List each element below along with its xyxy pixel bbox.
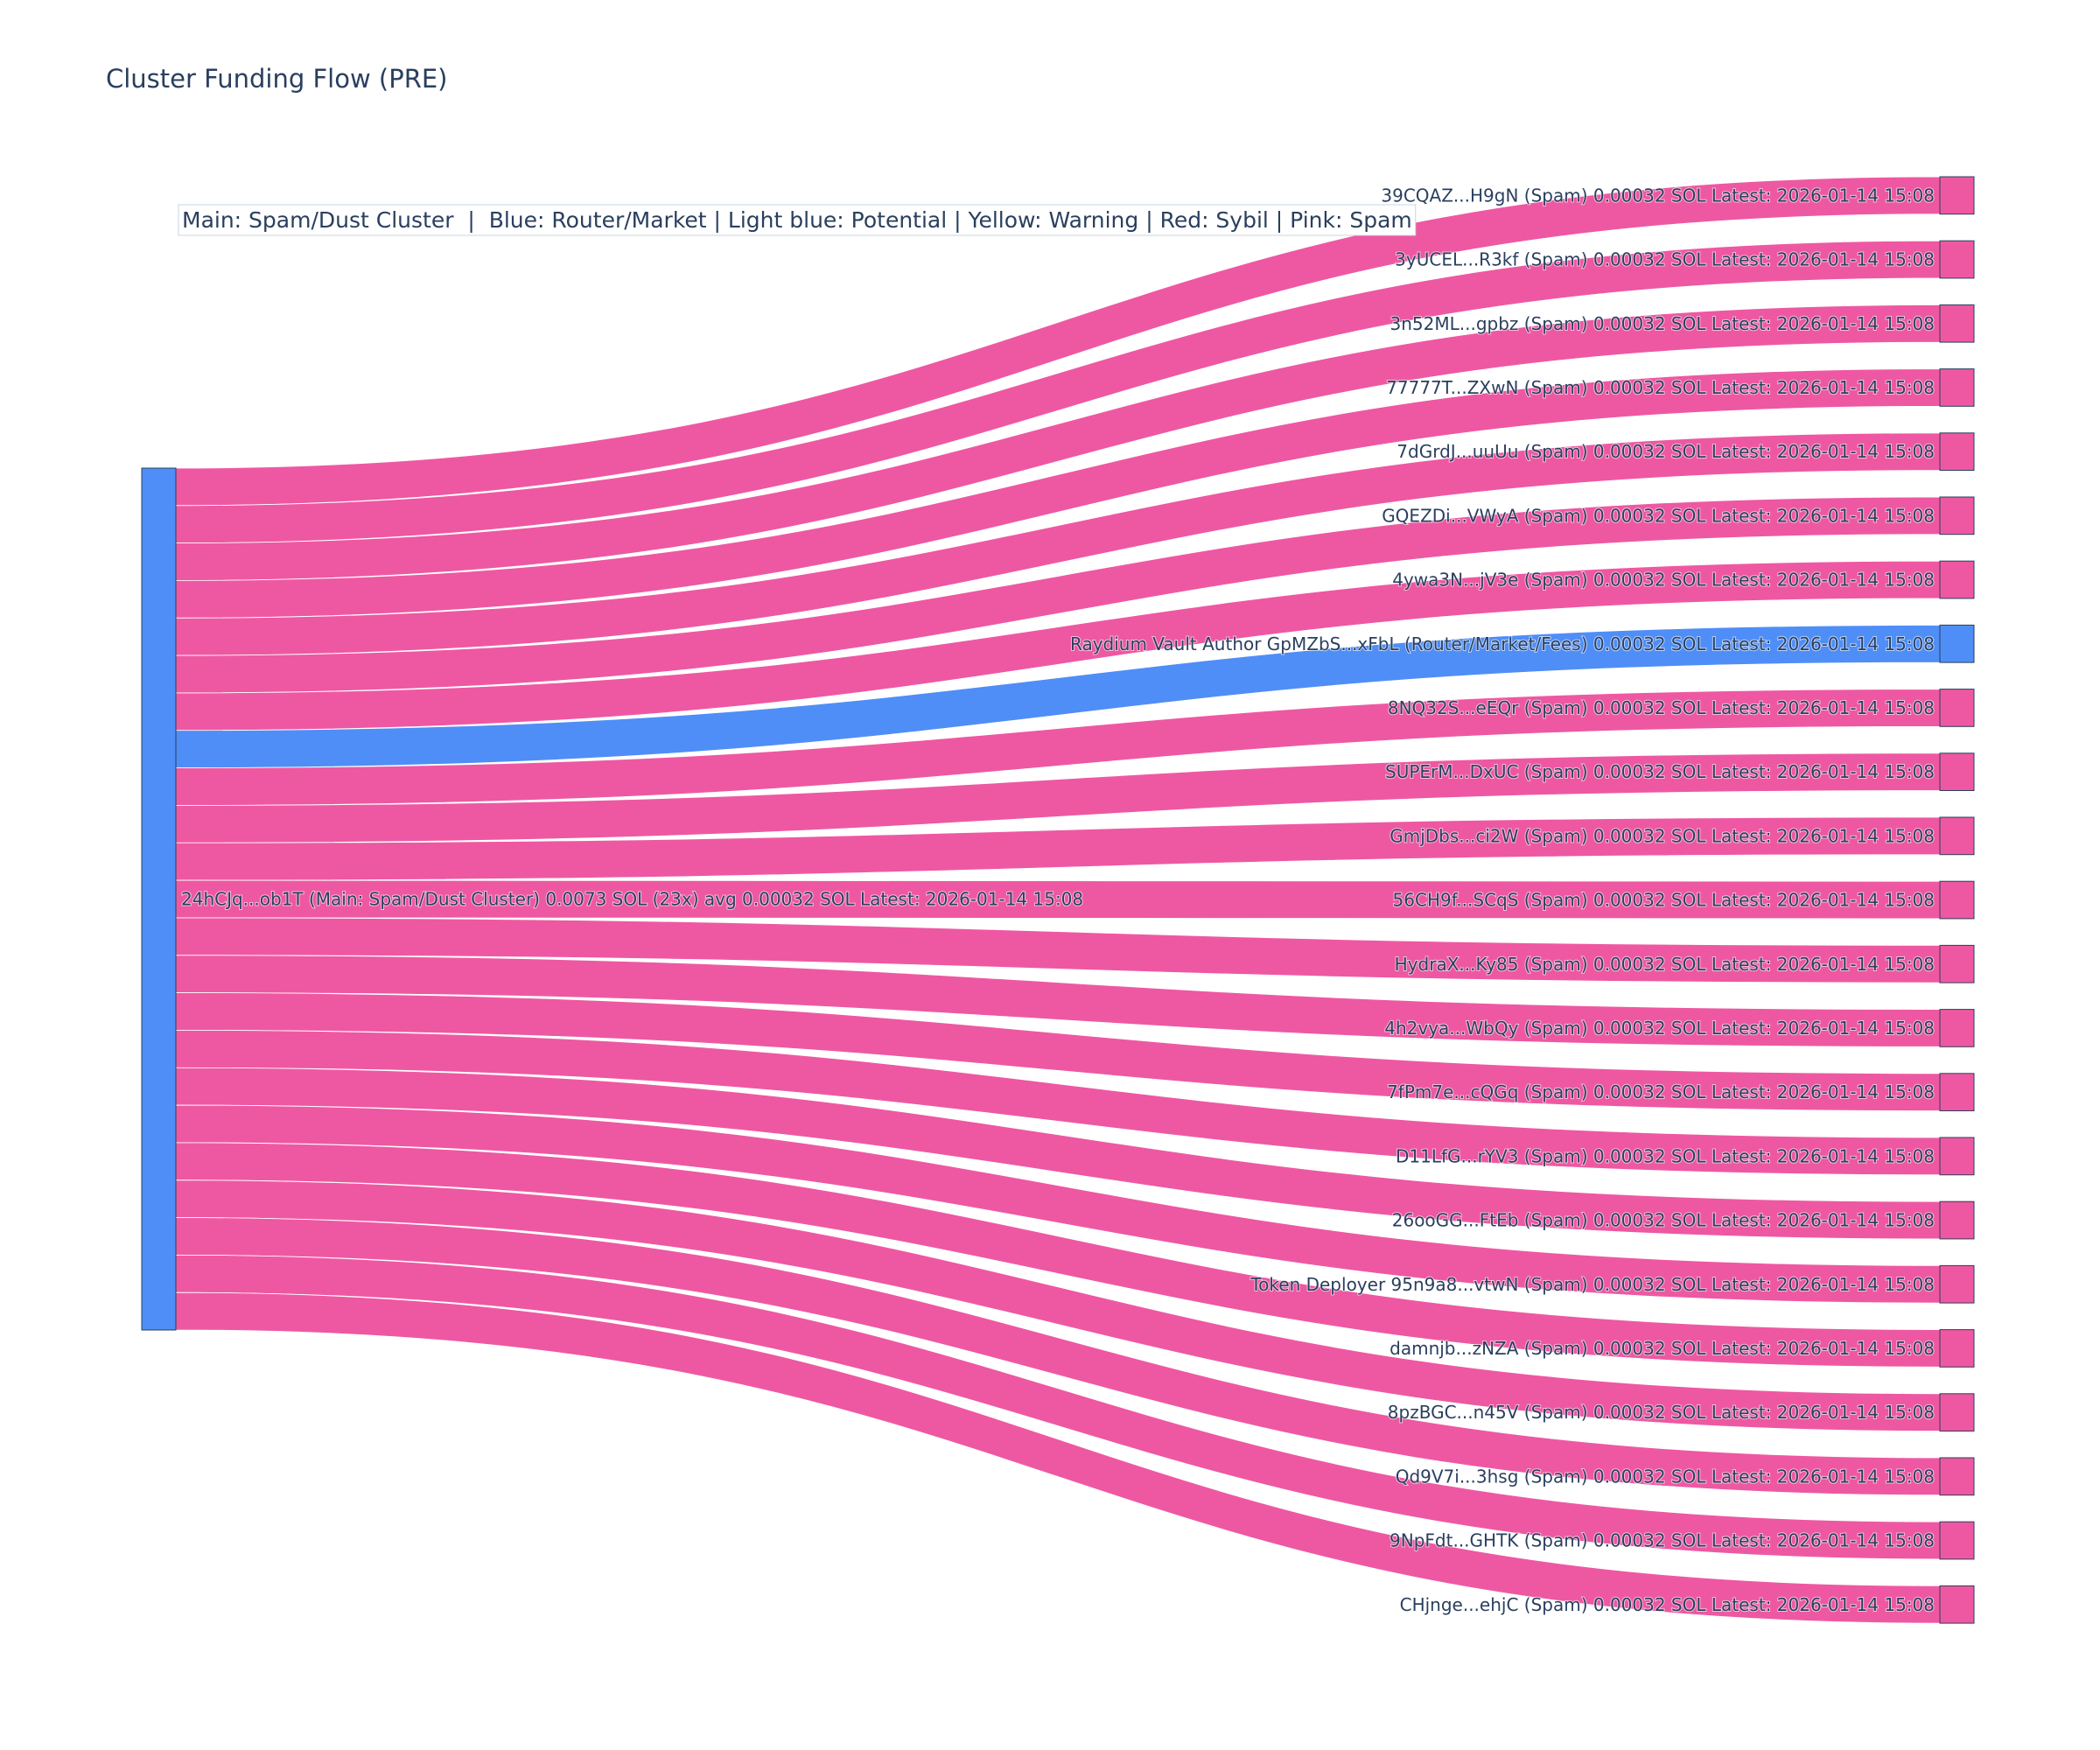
target-label-3: 77777T...ZXwN (Spam) 0.00032 SOL Latest:… <box>1386 377 1935 398</box>
target-node-3 <box>1939 368 1975 407</box>
target-label-7: Raydium Vault Author GpMZbS...xFbL (Rout… <box>1070 634 1935 654</box>
chart-title: Cluster Funding Flow (PRE) <box>106 64 447 94</box>
target-label-4: 7dGrdJ...uuUu (Spam) 0.00032 SOL Latest:… <box>1396 441 1935 462</box>
target-node-9 <box>1939 752 1975 791</box>
target-node-18 <box>1939 1329 1975 1368</box>
target-node-5 <box>1939 496 1975 536</box>
target-label-1: 3yUCEL...R3kf (Spam) 0.00032 SOL Latest:… <box>1395 249 1935 270</box>
target-node-4 <box>1939 432 1975 471</box>
sankey-nodes <box>141 176 1975 1624</box>
target-label-8: 8NQ32S...eEQr (Spam) 0.00032 SOL Latest:… <box>1388 697 1935 718</box>
target-label-14: 7fPm7e...cQGq (Spam) 0.00032 SOL Latest:… <box>1387 1082 1935 1102</box>
target-label-19: 8pzBGC...n45V (Spam) 0.00032 SOL Latest:… <box>1388 1402 1935 1423</box>
target-node-13 <box>1939 1009 1975 1047</box>
target-label-5: GQEZDi...VWyA (Spam) 0.00032 SOL Latest:… <box>1382 505 1935 526</box>
target-node-22 <box>1939 1585 1975 1624</box>
target-label-18: damnjb...zNZA (Spam) 0.00032 SOL Latest:… <box>1390 1338 1935 1359</box>
target-label-22: CHjnge...ehjC (Spam) 0.00032 SOL Latest:… <box>1400 1594 1935 1615</box>
target-label-10: GmjDbs...ci2W (Spam) 0.00032 SOL Latest:… <box>1390 825 1935 846</box>
target-node-20 <box>1939 1457 1975 1496</box>
target-node-14 <box>1939 1073 1975 1112</box>
sankey-links <box>175 176 1941 1624</box>
target-node-17 <box>1939 1264 1975 1304</box>
target-node-1 <box>1939 240 1975 279</box>
target-label-6: 4ywa3N...jV3e (Spam) 0.00032 SOL Latest:… <box>1392 570 1935 591</box>
target-label-20: Qd9V7i...3hsg (Spam) 0.00032 SOL Latest:… <box>1396 1466 1935 1487</box>
target-node-2 <box>1939 304 1975 343</box>
target-label-17: Token Deployer 95n9a8...vtwN (Spam) 0.00… <box>1250 1274 1935 1295</box>
target-node-8 <box>1939 689 1975 727</box>
target-node-11 <box>1939 880 1975 920</box>
target-label-15: D11LfG...rYV3 (Spam) 0.00032 SOL Latest:… <box>1396 1145 1935 1166</box>
target-node-16 <box>1939 1200 1975 1240</box>
target-label-9: SUPErM...DxUC (Spam) 0.00032 SOL Latest:… <box>1385 761 1935 782</box>
target-node-6 <box>1939 560 1975 599</box>
target-node-10 <box>1939 816 1975 856</box>
target-node-19 <box>1939 1393 1975 1432</box>
target-node-0 <box>1939 176 1975 215</box>
target-node-12 <box>1939 944 1975 984</box>
sankey-labels: 39CQAZ...H9gN (Spam) 0.00032 SOL Latest:… <box>180 184 1936 1615</box>
target-label-13: 4h2vya...WbQy (Spam) 0.00032 SOL Latest:… <box>1384 1018 1935 1039</box>
source-label: 24hCJq...ob1T (Main: Spam/Dust Cluster) … <box>181 889 1083 910</box>
legend-annotation: Main: Spam/Dust Cluster | Blue: Router/M… <box>178 204 1417 236</box>
target-label-12: HydraX...Ky85 (Spam) 0.00032 SOL Latest:… <box>1395 954 1935 975</box>
target-label-16: 26ooGG...FtEb (Spam) 0.00032 SOL Latest:… <box>1392 1210 1935 1231</box>
legend-text: Main: Spam/Dust Cluster | Blue: Router/M… <box>182 207 1412 233</box>
target-node-15 <box>1939 1137 1975 1176</box>
target-label-11: 56CH9f...SCqS (Spam) 0.00032 SOL Latest:… <box>1393 890 1935 911</box>
source-node <box>141 467 177 1331</box>
target-node-7 <box>1939 624 1975 663</box>
target-node-21 <box>1939 1521 1975 1560</box>
target-label-21: 9NpFdt...GHTK (Spam) 0.00032 SOL Latest:… <box>1390 1530 1935 1551</box>
target-label-0: 39CQAZ...H9gN (Spam) 0.00032 SOL Latest:… <box>1381 185 1935 206</box>
legend-box <box>178 204 1417 236</box>
target-label-2: 3n52ML...gpbz (Spam) 0.00032 SOL Latest:… <box>1390 313 1935 334</box>
